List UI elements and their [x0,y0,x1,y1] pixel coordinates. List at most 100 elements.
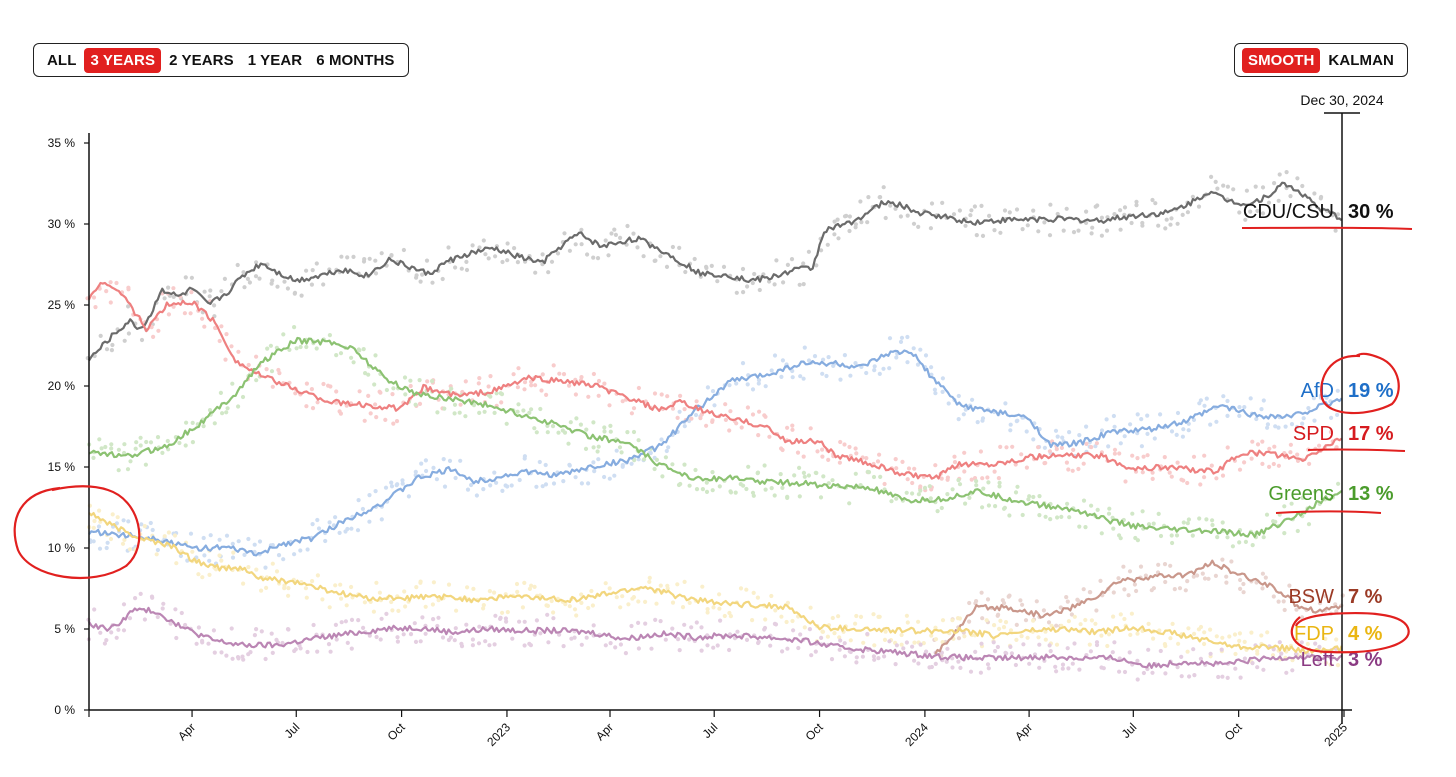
poll-dot [309,282,314,287]
poll-dot [722,613,727,619]
poll-dot [612,227,617,232]
poll-dot [93,305,98,310]
poll-dot [665,583,670,588]
poll-dot [727,647,732,653]
poll-dot [723,417,729,422]
poll-dot [549,598,554,604]
poll-dot [1209,463,1214,468]
poll-dot [420,272,425,277]
poll-dot [333,622,338,628]
poll-dot [326,642,332,647]
poll-dot [463,414,468,419]
poll-dot [1126,593,1131,598]
poll-dot [854,655,859,660]
poll-dot [435,410,440,415]
poll-dot [1014,207,1020,212]
poll-dot [516,366,521,371]
poll-dot [189,275,194,280]
poll-dot [918,488,923,493]
series-name-spd: SPD [1293,423,1334,445]
range-1-year-button[interactable]: 1 YEAR [247,51,303,69]
poll-dot [1128,422,1133,427]
poll-dot [286,593,291,598]
poll-dot [865,220,870,225]
poll-dot [1089,618,1094,623]
poll-dot [772,353,778,358]
poll-dot [780,485,785,490]
series-value-afd: 19 % [1348,380,1394,402]
poll-dot [481,487,486,492]
poll-dot [538,631,543,636]
poll-dot [962,634,967,639]
poll-dot [557,632,562,637]
x-tick-label: Apr [593,720,616,743]
poll-dot [618,642,624,647]
poll-dot [980,233,986,238]
poll-dot [1307,461,1312,466]
poll-dot [894,643,900,648]
poll-dot [1208,627,1213,632]
range-6-months-button[interactable]: 6 MONTHS [316,51,395,69]
poll-dot [838,439,843,445]
poll-dot [596,457,601,462]
method-smooth-button[interactable]: SMOOTH [1241,47,1321,73]
poll-dot [366,372,371,377]
poll-dot [469,482,474,488]
poll-dot [533,270,538,275]
method-kalman-button[interactable]: KALMAN [1328,51,1394,69]
poll-dot [96,524,102,529]
poll-dot [1266,200,1272,205]
poll-dot [1069,612,1074,617]
range-all-button[interactable]: ALL [47,51,77,69]
poll-dot [394,483,399,488]
poll-dot [517,619,522,624]
poll-dot [1162,562,1168,567]
poll-dot [562,231,567,236]
poll-dot [1020,227,1025,232]
poll-dot [790,618,795,624]
poll-dot [858,199,863,204]
poll-dot [728,409,733,414]
poll-dot [1025,223,1030,228]
poll-dot [1329,415,1334,420]
poll-dot [109,348,114,353]
poll-dot [986,666,991,671]
poll-dot [447,458,453,463]
poll-dot [842,641,847,646]
poll-dot [551,363,556,368]
poll-dot [1295,176,1300,181]
poll-dot [1334,609,1339,614]
range-2-years-button[interactable]: 2 YEARS [169,51,234,69]
poll-dot [406,494,411,499]
poll-dot [860,654,866,659]
poll-dot [162,534,167,539]
poll-dot [699,625,704,630]
poll-dot [1263,575,1268,580]
poll-dot [940,618,946,623]
poll-dot [790,368,795,374]
poll-dot [854,451,859,456]
poll-dot [607,586,612,591]
poll-dot [1242,656,1247,661]
poll-dot [331,523,336,528]
poll-dot [476,381,481,386]
poll-dot [174,561,179,566]
poll-dot [252,633,257,638]
poll-dot [108,300,113,305]
poll-dot [762,627,767,632]
poll-dot [1284,170,1289,175]
poll-dot [127,616,133,621]
range-3-years-button[interactable]: 3 YEARS [84,47,162,73]
poll-dot [503,483,508,488]
poll-dot [654,457,660,462]
poll-dot [838,377,843,382]
poll-dot [1095,507,1100,512]
poll-dot [441,457,446,462]
poll-dot [1037,513,1042,518]
poll-dot [1179,654,1184,660]
poll-dot [1227,634,1232,639]
poll-dot [1024,429,1029,434]
poll-dot [1295,452,1300,457]
poll-dot [1138,564,1144,569]
